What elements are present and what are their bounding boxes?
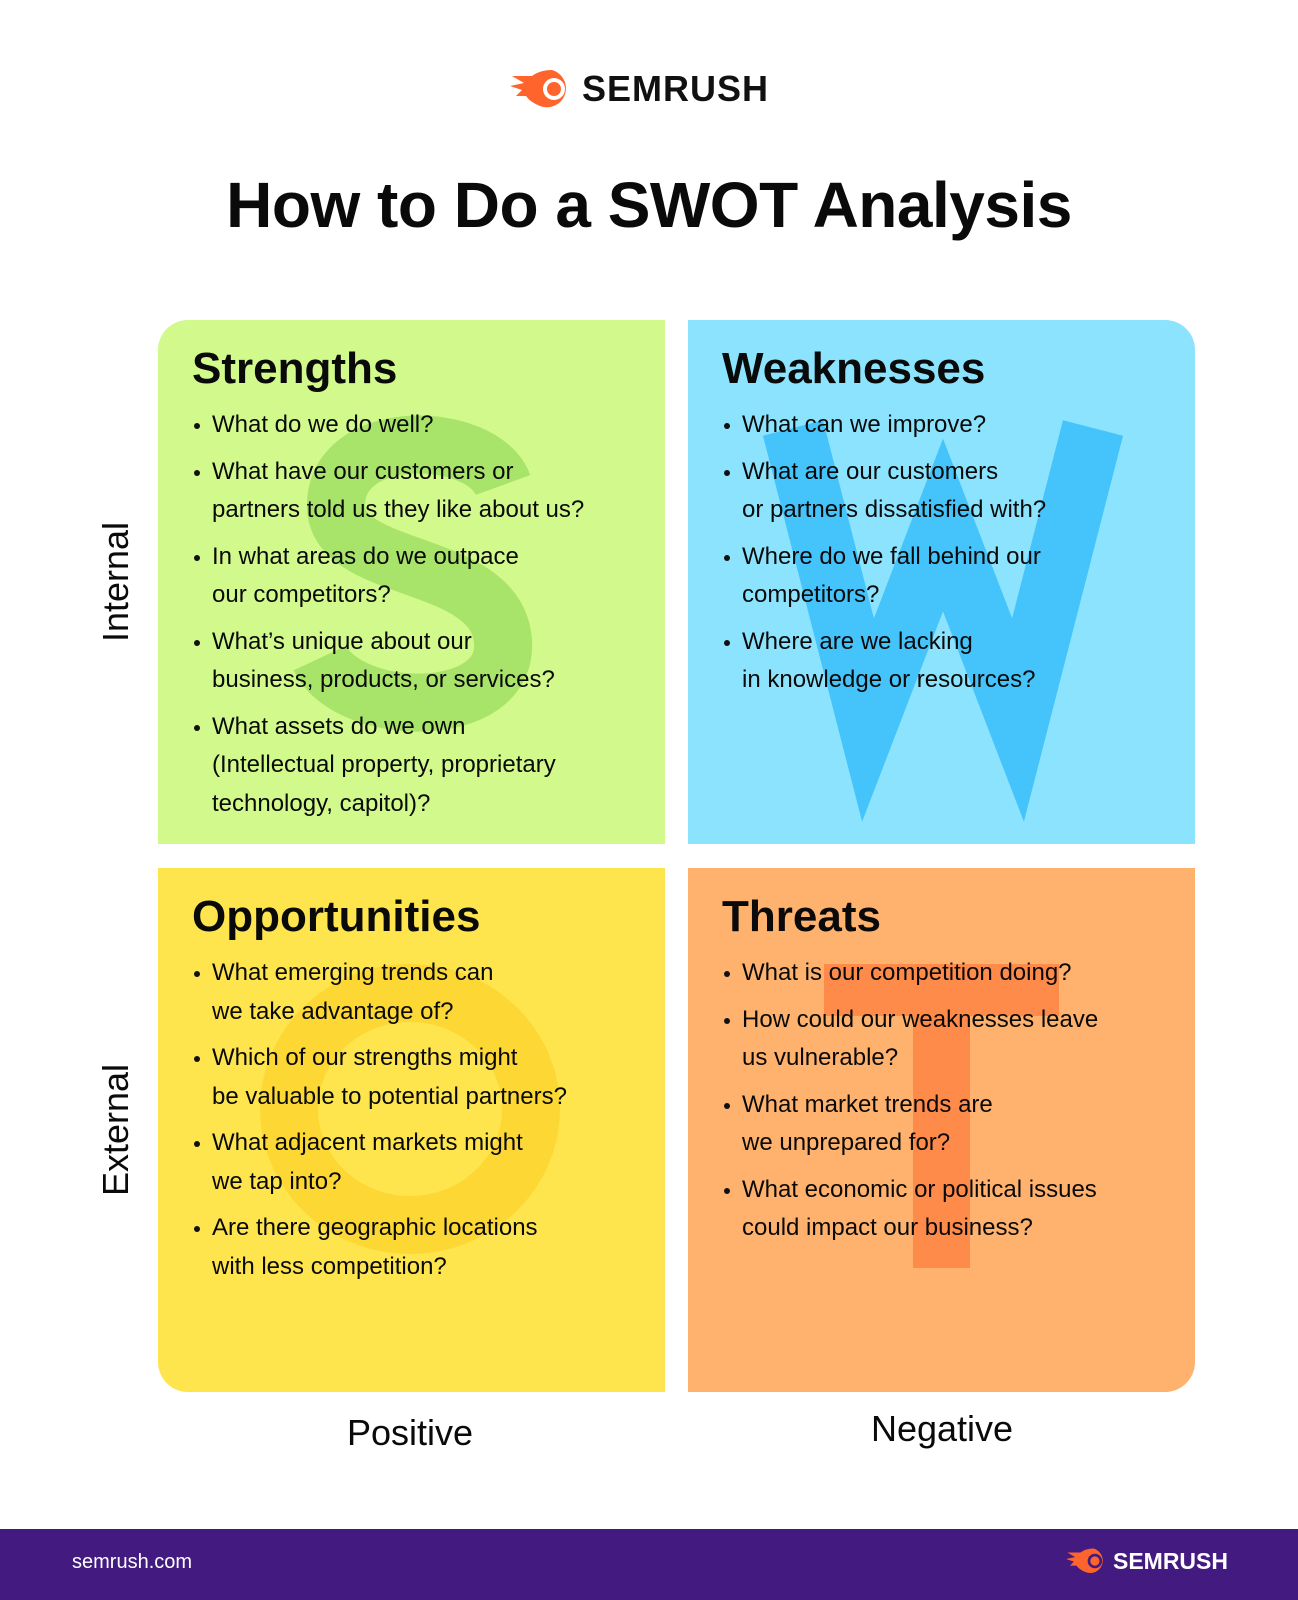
list-item: What have our customers or partners told… <box>192 453 665 530</box>
threats-heading: Threats <box>722 892 881 941</box>
opportunities-list: What emerging trends can we take advanta… <box>192 954 665 1286</box>
footer-url[interactable]: semrush.com <box>72 1551 193 1573</box>
list-item: In what areas do we outpace our competit… <box>192 538 665 615</box>
list-item: What can we improve? <box>722 406 1195 445</box>
list-item: Which of our strengths might be valuable… <box>192 1039 665 1116</box>
weaknesses-quadrant: Weaknesses What can we improve? What are… <box>688 320 1195 844</box>
opportunities-quadrant: Opportunities What emerging trends can w… <box>158 868 665 1392</box>
external-label: External <box>95 1063 136 1197</box>
threats-quadrant: Threats What is our competition doing? H… <box>688 868 1195 1392</box>
footer-logo: SEMRUSH <box>1065 1547 1228 1575</box>
list-item: Are there geographic locations with less… <box>192 1209 665 1286</box>
threats-list: What is our competition doing? How could… <box>722 954 1195 1248</box>
list-item: Where are we lacking in knowledge or res… <box>722 623 1195 700</box>
footer: semrush.com SEMRUSH <box>0 1529 1298 1600</box>
strengths-list: What do we do well? What have our custom… <box>192 406 665 823</box>
list-item: What are our customers or partners dissa… <box>722 453 1195 530</box>
semrush-fireball-icon <box>1065 1548 1103 1574</box>
page-title: How to Do a SWOT Analysis <box>226 169 1072 241</box>
semrush-fireball-icon <box>510 70 566 108</box>
weaknesses-letter-graphic <box>762 420 1124 822</box>
list-item: What is our competition doing? <box>722 954 1195 993</box>
weaknesses-heading: Weaknesses <box>722 344 986 393</box>
list-item: What assets do we own (Intellectual prop… <box>192 708 665 824</box>
list-item: How could our weaknesses leave us vulner… <box>722 1001 1195 1078</box>
footer-wordmark: SEMRUSH <box>1112 1547 1228 1574</box>
list-item: Where do we fall behind our competitors? <box>722 538 1195 615</box>
semrush-logo: SEMRUSH <box>510 66 769 112</box>
list-item: What emerging trends can we take advanta… <box>192 954 665 1031</box>
positive-label: Positive <box>346 1412 474 1453</box>
weaknesses-list: What can we improve? What are our custom… <box>722 406 1195 700</box>
list-item: What’s unique about our business, produc… <box>192 623 665 700</box>
opportunities-heading: Opportunities <box>192 892 481 941</box>
opportunities-letter-graphic <box>260 964 560 1254</box>
list-item: What market trends are we unprepared for… <box>722 1086 1195 1163</box>
negative-label: Negative <box>870 1408 1014 1449</box>
strengths-heading: Strengths <box>192 344 398 393</box>
list-item: What do we do well? <box>192 406 665 445</box>
list-item: What economic or political issues could … <box>722 1171 1195 1248</box>
internal-label: Internal <box>95 521 136 643</box>
list-item: What adjacent markets might we tap into? <box>192 1124 665 1201</box>
strengths-letter-graphic <box>293 415 532 732</box>
semrush-wordmark: SEMRUSH <box>582 68 770 109</box>
strengths-quadrant: Strengths What do we do well? What have … <box>158 320 665 844</box>
